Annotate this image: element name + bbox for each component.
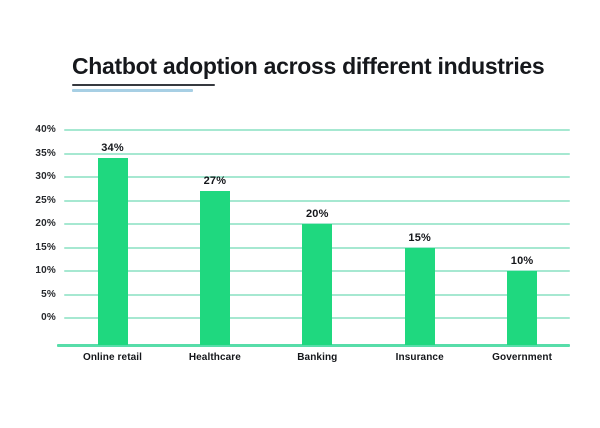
x-axis-baseline <box>57 344 570 347</box>
bar-value-label: 34% <box>101 142 124 155</box>
y-axis-tick-label: 35% <box>35 147 56 159</box>
x-category-label: Banking <box>297 352 338 363</box>
gridline <box>64 129 570 131</box>
title-underline-dark <box>72 84 215 86</box>
y-axis-tick-label: 0% <box>41 312 56 323</box>
y-axis-tick-label: 5% <box>41 288 56 300</box>
x-category-label: Online retail <box>82 352 143 363</box>
bar <box>404 247 435 345</box>
bar <box>199 191 230 345</box>
gridline <box>64 176 570 178</box>
x-category-label: Insurance <box>395 352 444 363</box>
gridline <box>64 199 570 202</box>
chart-title: Chatbot adoption across different indust… <box>72 53 545 79</box>
y-axis-tick-label: 25% <box>35 194 56 206</box>
y-axis-tick-label: 40% <box>35 124 56 135</box>
y-axis-tick-label: 20% <box>35 218 56 229</box>
y-axis-tick-label: 15% <box>35 241 56 253</box>
x-category-label: Healthcare <box>188 352 241 363</box>
gridline <box>64 152 570 155</box>
bar <box>97 158 128 345</box>
y-axis-tick-label: 10% <box>35 265 56 276</box>
bar <box>302 224 333 345</box>
y-axis-tick-label: 30% <box>35 171 56 182</box>
bar-value-label: 15% <box>408 231 431 244</box>
x-category-label: Government <box>492 352 553 363</box>
bar-value-label: 10% <box>510 255 534 267</box>
bar-value-label: 27% <box>203 175 227 188</box>
bar <box>507 271 538 345</box>
title-underline-blue <box>72 89 193 92</box>
bar-value-label: 20% <box>305 208 329 220</box>
